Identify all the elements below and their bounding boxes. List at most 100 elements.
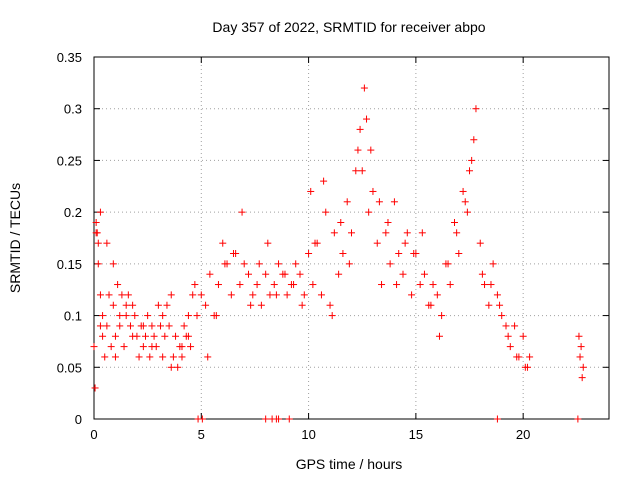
data-point xyxy=(496,301,504,309)
data-point xyxy=(129,332,137,340)
data-point xyxy=(109,260,117,268)
data-point xyxy=(146,353,154,361)
x-tick-labels: 0 5 10 15 20 xyxy=(90,427,530,442)
data-point xyxy=(390,198,398,206)
data-point xyxy=(433,291,441,299)
data-point xyxy=(579,363,587,371)
data-point xyxy=(401,239,409,247)
data-point xyxy=(521,363,529,371)
data-point xyxy=(427,301,435,309)
data-point xyxy=(356,125,364,133)
data-point xyxy=(493,415,501,423)
data-point xyxy=(382,229,390,237)
data-point xyxy=(320,177,328,185)
data-point xyxy=(367,146,375,154)
data-point xyxy=(238,208,246,216)
data-point xyxy=(429,281,437,289)
data-point xyxy=(96,322,104,330)
data-point xyxy=(221,260,229,268)
data-point xyxy=(172,332,180,340)
data-point xyxy=(576,353,584,361)
data-point xyxy=(472,105,480,113)
data-point xyxy=(453,229,461,237)
data-point xyxy=(94,239,102,247)
data-point xyxy=(575,332,583,340)
data-point xyxy=(99,312,107,320)
y-tick-label: 0.2 xyxy=(64,205,82,220)
data-point xyxy=(487,281,495,289)
data-point xyxy=(283,291,291,299)
data-point xyxy=(481,281,489,289)
data-point xyxy=(281,270,289,278)
data-point xyxy=(489,260,497,268)
data-point xyxy=(578,374,586,382)
data-point xyxy=(163,301,171,309)
y-axis-label: SRMTID / TECUs xyxy=(7,183,23,293)
grid-lines xyxy=(94,57,609,419)
data-point xyxy=(187,343,195,351)
data-point xyxy=(285,415,293,423)
data-point xyxy=(180,322,188,330)
data-point xyxy=(124,291,132,299)
y-tick-label: 0 xyxy=(75,412,82,427)
data-point xyxy=(309,281,317,289)
data-point xyxy=(275,415,283,423)
data-point xyxy=(275,260,283,268)
data-point xyxy=(148,322,156,330)
data-point xyxy=(161,332,169,340)
data-point xyxy=(90,343,98,351)
data-point xyxy=(395,250,403,258)
data-point xyxy=(212,312,220,320)
data-point xyxy=(328,312,336,320)
y-tick-label: 0.1 xyxy=(64,309,82,324)
data-point xyxy=(129,301,137,309)
data-point xyxy=(174,363,182,371)
data-point xyxy=(240,260,248,268)
data-point xyxy=(403,229,411,237)
data-point xyxy=(94,260,102,268)
data-point xyxy=(466,167,474,175)
data-point xyxy=(416,281,424,289)
data-point xyxy=(184,332,192,340)
data-point xyxy=(399,270,407,278)
data-point xyxy=(227,291,235,299)
data-point xyxy=(178,353,186,361)
data-point xyxy=(451,218,458,226)
data-point xyxy=(169,353,177,361)
data-point xyxy=(165,322,173,330)
x-tick-label: 15 xyxy=(409,427,423,442)
y-tick-label: 0.25 xyxy=(57,153,82,168)
data-point xyxy=(446,281,454,289)
x-tick-label: 10 xyxy=(301,427,315,442)
data-point xyxy=(498,312,506,320)
y-tick-label: 0.35 xyxy=(57,50,82,65)
data-point xyxy=(345,260,353,268)
data-point xyxy=(262,270,270,278)
data-point xyxy=(577,343,585,351)
data-point xyxy=(292,260,300,268)
x-tick-label: 5 xyxy=(198,427,205,442)
data-point xyxy=(96,291,104,299)
data-point xyxy=(461,198,469,206)
data-point xyxy=(296,270,304,278)
data-point xyxy=(105,291,113,299)
data-point xyxy=(378,281,386,289)
data-point xyxy=(455,250,463,258)
data-point xyxy=(135,353,143,361)
data-point xyxy=(574,415,582,423)
data-point xyxy=(219,239,227,247)
data-point xyxy=(157,322,165,330)
data-point xyxy=(202,301,210,309)
data-point xyxy=(343,198,351,206)
data-point xyxy=(519,332,527,340)
data-point xyxy=(159,353,167,361)
data-point xyxy=(360,84,368,92)
data-point xyxy=(93,229,101,237)
plot-frame xyxy=(93,56,610,420)
y-tick-label: 0.05 xyxy=(57,360,82,375)
data-point xyxy=(92,218,100,226)
data-point xyxy=(348,229,355,237)
data-point xyxy=(116,322,124,330)
data-point xyxy=(410,250,418,258)
data-point xyxy=(101,353,109,361)
